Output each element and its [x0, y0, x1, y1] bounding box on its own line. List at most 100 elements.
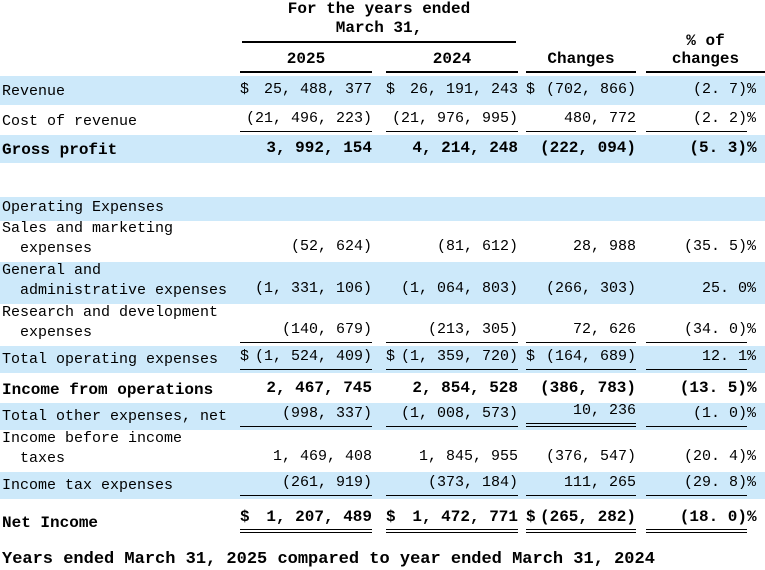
cell-changes: 111, 265 — [518, 473, 636, 496]
cell-2024: $26, 191, 243 — [374, 80, 518, 102]
amount-value: (1, 008, 573) — [400, 405, 518, 422]
amount-value: (1, 064, 803) — [400, 280, 518, 297]
row-label-line: Total other expenses, net — [2, 408, 228, 425]
amount-value: 1, 207, 489 — [266, 508, 372, 526]
cell-pct: (2. 7)% — [636, 80, 765, 102]
amount-box: 3, 992, 154 — [240, 138, 372, 160]
amount-value: (222, 094) — [539, 139, 636, 157]
cell-2025: 1, 469, 408 — [240, 447, 374, 469]
amount-box: (998, 337) — [240, 404, 372, 427]
cell-2024: 2, 854, 528 — [374, 378, 518, 400]
amount-box: $25, 488, 377 — [240, 80, 372, 102]
cell-2025: $25, 488, 377 — [240, 80, 374, 102]
amount-box: 480, 772 — [526, 109, 636, 132]
cell-2024: $1, 472, 771 — [374, 507, 518, 533]
percent-sign: % — [747, 348, 757, 365]
amount-box: (21, 496, 223) — [240, 109, 372, 132]
amount-value: (1, 359, 720) — [400, 348, 518, 365]
amount-value: (52, 624) — [290, 238, 372, 255]
amount-box: $ (1, 359, 720) — [386, 347, 518, 370]
cell-2024: 1, 845, 955 — [374, 447, 518, 469]
amount-box: $1, 207, 489 — [240, 507, 372, 533]
amount-value: 4, 214, 248 — [412, 139, 518, 157]
year-columns: 2025 2024 — [240, 43, 518, 73]
amount-value: (998, 337) — [281, 405, 372, 422]
amount-value: 1, 469, 408 — [272, 448, 372, 465]
spacer-row — [0, 163, 765, 197]
row-label: Operating Expenses — [0, 198, 240, 218]
footer-caption: Years ended March 31, 2025 compared to y… — [2, 550, 655, 569]
amount-box: $ (702, 866) — [526, 80, 636, 102]
row-label-line: taxes — [20, 450, 66, 467]
cell-changes: (222, 094) — [518, 138, 636, 160]
amount-value: (266, 303) — [545, 280, 636, 297]
amount-value: 111, 265 — [563, 474, 636, 491]
amount-box: (213, 305) — [386, 320, 518, 343]
table-row: Net Income $1, 207, 489 $1, 472, 771 $ (265,… — [0, 499, 765, 536]
years-group-title-line1: For the years ended — [287, 0, 471, 18]
amount-value: (1, 524, 409) — [254, 348, 372, 365]
cell-changes: (386, 783) — [518, 378, 636, 400]
table-row: Total operating expenses $ (1, 524, 409) $(… — [0, 346, 765, 373]
pct-box: 25. 0 — [701, 280, 747, 297]
amount-value: (265, 282) — [539, 508, 636, 526]
cell-pct: (35. 5)% — [636, 237, 765, 259]
row-label: Income from operations — [0, 380, 240, 400]
percent-sign: % — [747, 405, 757, 422]
amount-box: (266, 303) — [526, 279, 636, 301]
amount-box: $ (1, 524, 409) — [240, 347, 372, 370]
amount-box: 10, 236 — [526, 401, 636, 427]
pct-box: 12. 1 — [646, 347, 747, 370]
amount-value: (140, 679) — [281, 321, 372, 338]
amount-box: (1, 064, 803) — [386, 279, 518, 301]
cell-2025: (21, 496, 223) — [240, 109, 374, 132]
pct-box: (5. 3) — [689, 139, 747, 157]
pct-box: (18. 0) — [646, 507, 747, 533]
amount-box: 1, 469, 408 — [240, 447, 372, 469]
table-row: Research and development expenses (140, 67… — [0, 304, 765, 346]
cell-changes: 72, 626 — [518, 320, 636, 343]
row-label-line: Operating Expenses — [2, 199, 165, 216]
cell-changes: $ (265, 282) — [518, 507, 636, 533]
row-label: Research and development expenses — [0, 303, 240, 343]
column-header-changes-cell: Changes — [518, 0, 636, 73]
amount-box: 4, 214, 248 — [386, 138, 518, 160]
column-header-pct-cell: % of changes — [636, 0, 765, 73]
amount-value: (81, 612) — [436, 238, 518, 255]
amount-box: (261, 919) — [240, 473, 372, 496]
cell-2024: (373, 184) — [374, 473, 518, 496]
cell-changes: 28, 988 — [518, 237, 636, 259]
cell-changes: (266, 303) — [518, 279, 636, 301]
cell-2025: $ (1, 524, 409) — [240, 347, 374, 370]
cell-changes: (376, 547) — [518, 447, 636, 469]
amount-box: (386, 783) — [526, 378, 636, 400]
amount-value: 1, 845, 955 — [418, 448, 518, 465]
row-label: Net Income — [0, 513, 240, 533]
amount-value: (21, 976, 995) — [391, 110, 518, 127]
row-label-line: Income tax expenses — [2, 477, 174, 494]
header-label-spacer — [0, 0, 240, 73]
amount-value: 2, 854, 528 — [412, 379, 518, 397]
pct-box: (29. 8) — [646, 473, 747, 496]
amount-box: (376, 547) — [526, 447, 636, 469]
pct-box: (20. 4) — [683, 448, 747, 465]
pct-box: (2. 2) — [646, 109, 747, 132]
table-body: Revenue $25, 488, 377 $26, 191, 243 $ (702, … — [0, 76, 765, 536]
column-header-2025: 2025 — [240, 48, 372, 73]
column-header-2024: 2024 — [386, 48, 518, 73]
cell-2024: (1, 008, 573) — [374, 404, 518, 427]
row-label: Sales and marketing expenses — [0, 219, 240, 259]
cell-2025: (1, 331, 106) — [240, 279, 374, 301]
years-group-title: For the years ended March 31, — [242, 0, 516, 43]
cell-pct: (18. 0)% — [636, 507, 765, 533]
header-years-group: For the years ended March 31, 2025 2024 — [240, 0, 518, 73]
amount-value: 72, 626 — [572, 321, 636, 338]
cell-2024: (81, 612) — [374, 237, 518, 259]
currency-symbol: $ — [526, 348, 536, 365]
cell-pct: 12. 1% — [636, 347, 765, 370]
percent-sign: % — [747, 448, 757, 465]
row-label: Revenue — [0, 82, 240, 102]
cell-pct: (2. 2)% — [636, 109, 765, 132]
table-row: Cost of revenue (21, 496, 223) (21, 976, 9… — [0, 105, 765, 135]
amount-box: (1, 331, 106) — [240, 279, 372, 301]
